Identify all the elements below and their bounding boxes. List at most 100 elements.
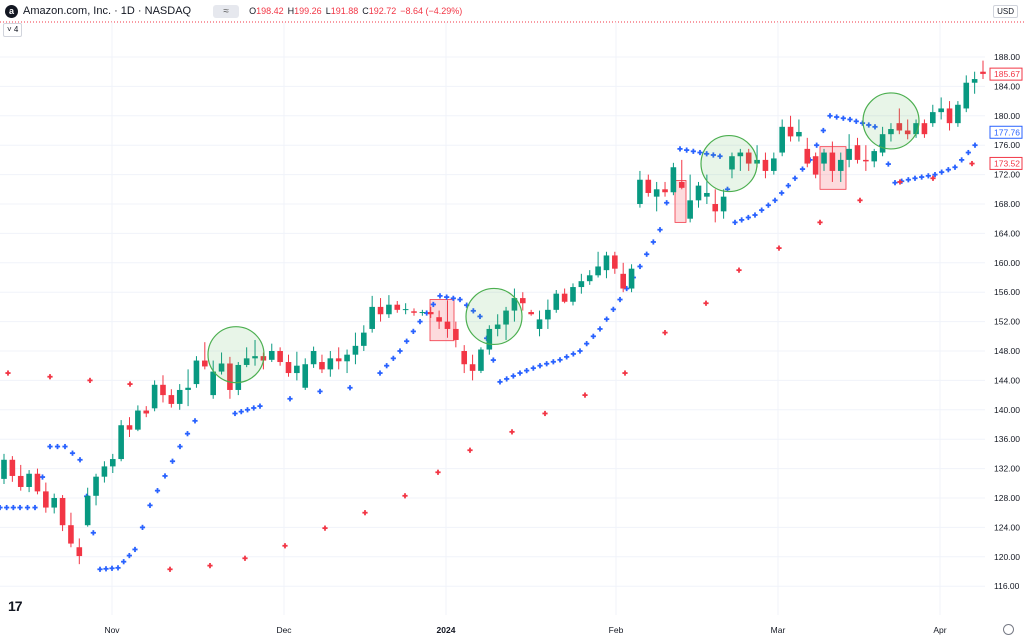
ohlc-change: −8.64 (−4.29%) <box>400 6 463 16</box>
candle-body <box>143 410 150 414</box>
candle-body <box>829 152 836 171</box>
price-tick-label: 132.00 <box>994 464 1020 474</box>
psar-dot-blue <box>232 410 238 417</box>
price-tick-label: 156.00 <box>994 287 1020 297</box>
candle <box>93 473 99 506</box>
candle-body <box>202 360 208 367</box>
psar-dot-blue <box>154 488 161 494</box>
candle <box>294 351 300 381</box>
psar-dot-blue <box>577 348 583 354</box>
psar-dot-blue <box>564 354 570 360</box>
price-tick-label: 172.00 <box>994 170 1020 180</box>
psar-dot-red <box>362 510 368 516</box>
psar-dot-blue <box>530 365 536 371</box>
psar-dot-blue <box>126 552 132 559</box>
candle-body <box>243 358 250 365</box>
candle <box>411 308 417 316</box>
psar-dot-blue <box>77 457 83 463</box>
psar-dot-blue <box>965 149 971 156</box>
candle <box>737 148 744 171</box>
psar-dot-blue <box>657 227 663 233</box>
candle <box>745 148 752 171</box>
psar-dot-blue <box>590 333 596 339</box>
candle <box>427 306 434 318</box>
ohlc-close: C192.72 <box>362 6 397 16</box>
candle-body <box>720 196 727 212</box>
candle <box>628 264 635 293</box>
candle <box>17 464 24 491</box>
candle <box>402 303 409 315</box>
psar-dot-blue <box>905 177 911 183</box>
candle <box>335 347 342 370</box>
psar-dot-blue <box>684 147 690 153</box>
candle <box>904 119 911 140</box>
candle-body <box>771 158 777 171</box>
candle-body <box>469 364 476 371</box>
psar-dot-red <box>662 330 668 336</box>
candle <box>109 453 116 474</box>
psar-dot-blue <box>490 357 496 363</box>
candle-body <box>653 189 660 197</box>
candle <box>653 181 660 212</box>
candle <box>879 126 886 157</box>
candle-body <box>946 108 953 124</box>
psar-dot-blue <box>550 359 556 365</box>
candle-body <box>821 152 827 164</box>
highlight-circle <box>862 92 920 150</box>
candle-body <box>185 387 191 390</box>
candle-body <box>737 152 744 157</box>
price-label: 177.76 <box>994 127 1020 137</box>
time-axis: Nov Dec 2024 Feb Mar Apr <box>104 625 946 635</box>
time-tick-label: Mar <box>771 625 786 635</box>
candle <box>268 343 275 363</box>
psar-dot-red <box>703 300 709 306</box>
psar-dot-blue <box>115 565 121 571</box>
candle-body <box>528 312 534 315</box>
highlight-circles <box>207 92 920 384</box>
psar-dot-red <box>127 381 133 387</box>
gear-icon[interactable] <box>1003 624 1014 635</box>
candle <box>210 360 216 399</box>
price-label-box <box>989 67 1023 81</box>
candle-body <box>486 328 493 350</box>
candle <box>837 152 844 182</box>
candle <box>168 389 175 408</box>
compare-button[interactable]: ≈ <box>213 4 240 18</box>
candle-body <box>595 266 601 276</box>
psar-dot-blue <box>584 341 590 347</box>
candle <box>796 119 802 142</box>
candle-body <box>704 192 710 197</box>
candle <box>151 380 158 412</box>
candle-body <box>402 309 409 311</box>
candle <box>160 375 166 403</box>
candle-body <box>854 145 861 160</box>
candle <box>921 119 928 138</box>
indicator-toggle[interactable]: ˅ 4 <box>3 23 23 37</box>
candle-body <box>235 364 242 390</box>
psar-dot-blue <box>597 326 603 332</box>
psar-dot-blue <box>892 180 898 186</box>
psar-dot-blue <box>39 474 46 480</box>
candle <box>453 321 459 348</box>
psar-dot-blue <box>504 376 510 382</box>
psar-dot-blue <box>959 157 965 163</box>
candle-body <box>285 362 292 374</box>
candle <box>687 174 693 223</box>
psar-dot-blue <box>840 115 846 121</box>
psar-dot-blue <box>637 263 643 270</box>
psar-dot-blue <box>0 504 3 511</box>
candle-body <box>427 312 434 315</box>
psar-dot-blue <box>497 379 503 385</box>
psar-dot-blue <box>932 172 938 178</box>
psar-dot-red <box>167 566 173 572</box>
psar-dot-blue <box>347 385 353 391</box>
psar-dot-blue <box>404 338 410 344</box>
candle <box>394 301 401 313</box>
candle <box>51 493 58 514</box>
price-labels: 185.67 177.76 173.52 <box>989 67 1023 170</box>
psar-dot-red <box>509 429 515 435</box>
candle <box>519 292 526 311</box>
currency-selector[interactable]: USD <box>993 5 1018 18</box>
candle-body <box>319 362 325 370</box>
